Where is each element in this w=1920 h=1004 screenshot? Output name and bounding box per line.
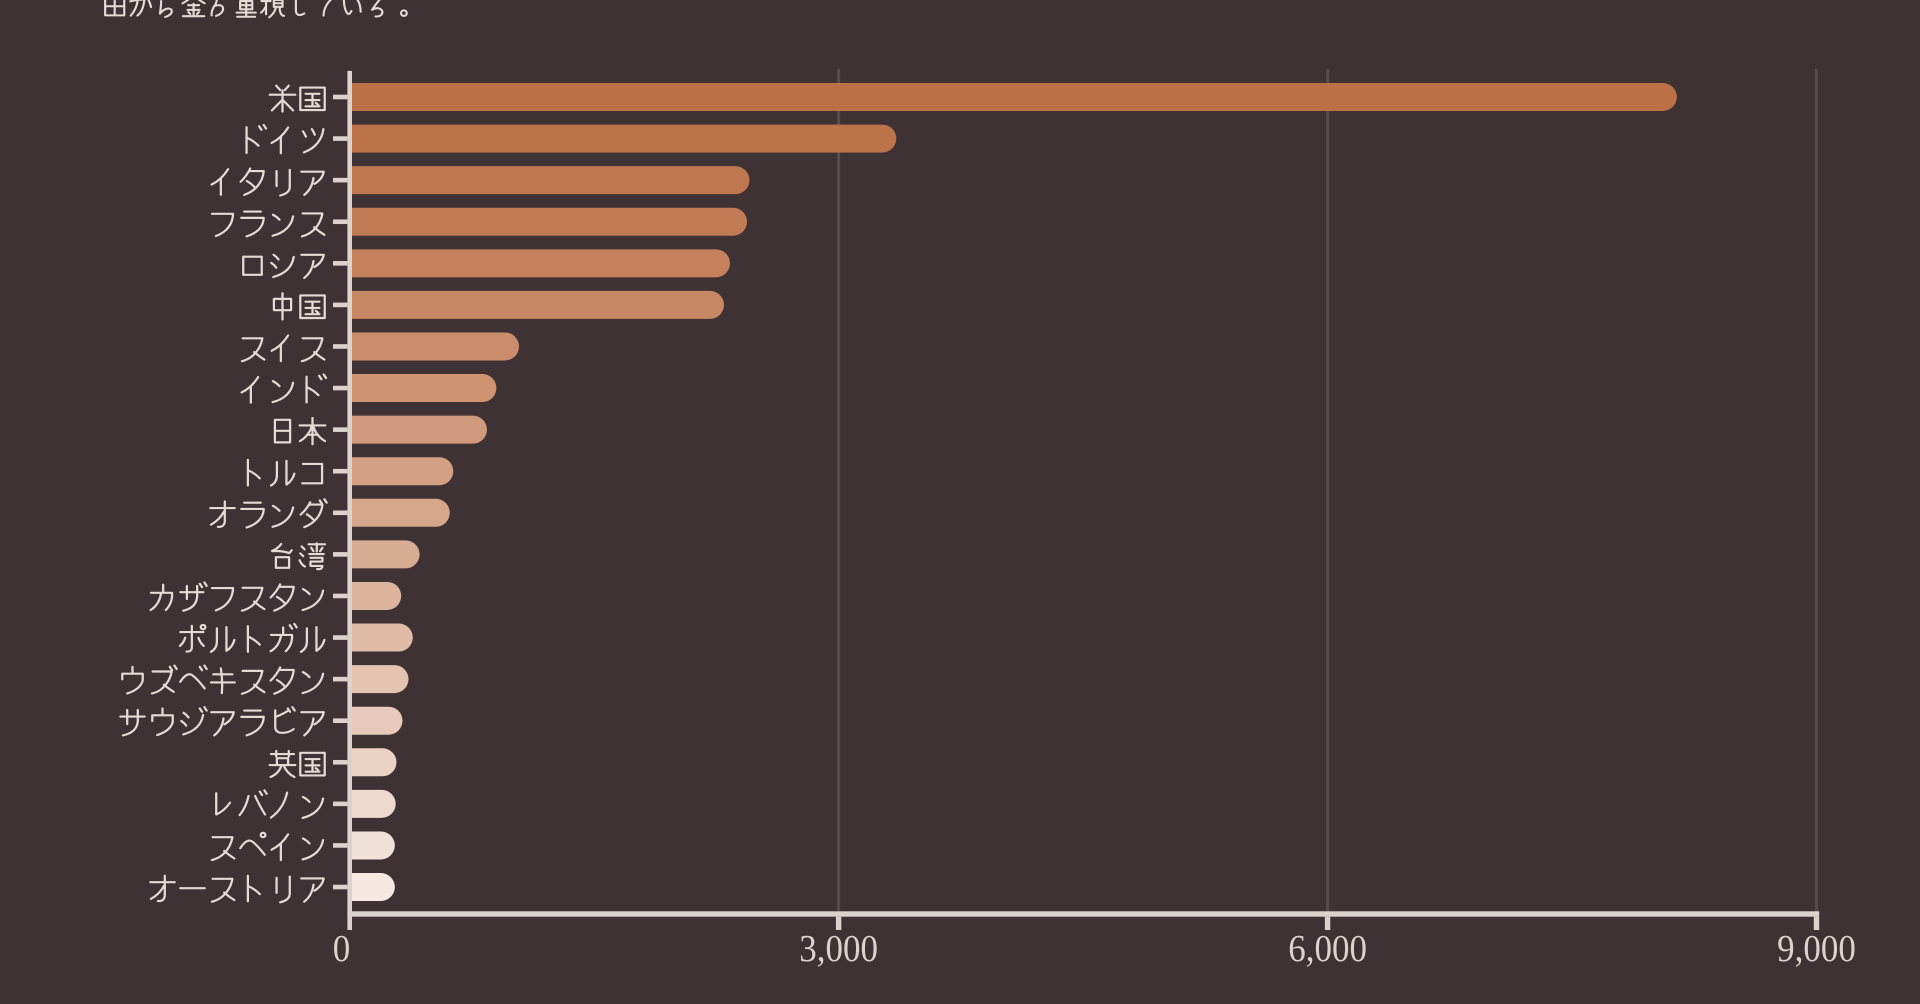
svg-text:0: 0 [333, 928, 350, 970]
svg-text:9,000: 9,000 [1777, 928, 1856, 970]
svg-text:6,000: 6,000 [1288, 928, 1367, 970]
svg-text:3,000: 3,000 [799, 928, 878, 970]
